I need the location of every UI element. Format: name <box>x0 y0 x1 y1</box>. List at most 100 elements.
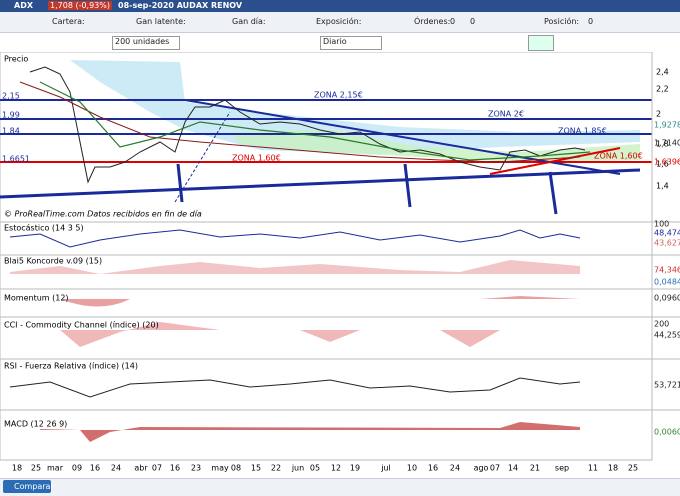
toolbar <box>0 12 680 33</box>
x-tick-label: 16 <box>170 464 180 473</box>
y-tick-label: 2,2 <box>656 85 669 94</box>
x-tick-label: 15 <box>251 464 261 473</box>
y-tick-label: 1,8 <box>656 140 669 149</box>
indicator-label: MACD (12 26 9) <box>4 420 67 429</box>
units: 200 unidades <box>115 37 170 46</box>
indicator-value: 74,346 <box>654 266 680 275</box>
indicator-label: CCI - Commodity Channel (índice) (20) <box>4 321 159 330</box>
indicator-value: 53,721 <box>654 381 680 390</box>
title-bar <box>0 0 680 12</box>
chart-button[interactable] <box>528 35 554 51</box>
indicator-area <box>40 422 580 442</box>
units-select[interactable] <box>112 36 180 50</box>
indicator-area <box>60 296 580 307</box>
zone-label: ZONA 1,60€ <box>232 154 281 163</box>
indicator-value: 0,0960 <box>654 294 680 303</box>
trend-line <box>0 168 641 199</box>
y-tick-label: 1,4 <box>656 182 669 191</box>
trend-line <box>489 147 621 175</box>
x-tick-label: 18 <box>608 464 618 473</box>
x-tick-label: 12 <box>331 464 341 473</box>
zone-label: ZONA 1,85€ <box>558 127 607 136</box>
projection <box>174 111 231 203</box>
indicator-value: 44,259 <box>654 331 680 340</box>
bottom-bar <box>0 478 680 496</box>
value: 0 <box>588 17 594 26</box>
x-tick-label: sep <box>555 464 569 473</box>
indicator-value: 48,474 <box>654 229 680 238</box>
label: Gan latente: <box>136 17 186 26</box>
indicator-value: 200 <box>654 320 669 329</box>
chart-area: Precio 2,4 2,2 2 1,8 1,6 1,4 2,15 1,99 1,84 1,6651… <box>0 52 680 473</box>
indicator-area <box>10 260 580 274</box>
x-tick-label: ago <box>474 464 489 473</box>
x-tick-label: jun <box>291 464 304 473</box>
label: Gan día: <box>232 17 266 26</box>
label: Órdenes: <box>414 17 451 26</box>
x-tick-label: 23 <box>191 464 201 473</box>
quote: 1,708 (-0,93%) <box>48 1 112 10</box>
price-label: 1,708 <box>654 146 677 155</box>
arrow <box>403 163 412 208</box>
x-tick-label: 08 <box>231 464 241 473</box>
x-tick-label: 10 <box>407 464 417 473</box>
period: Diario <box>323 37 347 46</box>
symbol: ADX <box>14 1 33 10</box>
price-label: 1,9278 <box>654 121 680 130</box>
panel-label: Precio <box>4 55 28 64</box>
arrow <box>176 163 184 203</box>
zone-label: ZONA 2€ <box>488 110 524 119</box>
x-tick-label: 11 <box>588 464 598 473</box>
label: Posición: <box>544 17 580 26</box>
period-select[interactable] <box>320 36 382 50</box>
cloud <box>70 60 640 154</box>
indicator-value: 0,0060 <box>654 428 680 437</box>
x-tick-label: 22 <box>271 464 281 473</box>
indicator-line <box>9 229 581 248</box>
x-tick-label: may <box>211 464 229 473</box>
compare[interactable]: Comparar <box>14 482 54 491</box>
value: 0 <box>470 17 476 26</box>
y-tick-label: 2,4 <box>656 68 669 77</box>
x-tick-label: 05 <box>310 464 320 473</box>
arrow <box>548 171 558 215</box>
level-label: 1,99 <box>2 111 20 120</box>
indicator-frames <box>0 52 680 460</box>
credit: © ProRealTime.com Datos recibidos en fin… <box>4 210 202 219</box>
indicator-area <box>10 322 580 347</box>
label: Cartera: <box>52 17 85 26</box>
x-tick-label: abr <box>134 464 148 473</box>
x-tick-label: 18 <box>12 464 22 473</box>
y-tick-label: 1,6 <box>656 160 669 169</box>
indicator-label: Momentum (12) <box>4 294 69 303</box>
value: 0 <box>450 17 456 26</box>
x-tick-label: 09 <box>72 464 82 473</box>
x-tick-label: 16 <box>90 464 100 473</box>
price-line <box>29 66 586 184</box>
x-tick-label: 07 <box>152 464 162 473</box>
x-tick-label: 07 <box>490 464 500 473</box>
indicator-label: Blai5 Koncorde v.09 (15) <box>4 257 102 266</box>
x-tick-label: jul <box>380 464 391 473</box>
price-label: 1,6396 <box>654 158 680 167</box>
date-name: 08-sep-2020 AUDAX RENOV <box>118 1 243 10</box>
indicator-value: 43,627 <box>654 239 680 248</box>
indicator-label: Estocástico (14 3 5) <box>4 224 84 233</box>
indicator-value: 100 <box>654 220 669 229</box>
level-label: 1,84 <box>2 127 20 136</box>
x-tick-label: 16 <box>428 464 438 473</box>
level-label: 1,6651 <box>2 155 30 164</box>
x-tick-label: 24 <box>111 464 121 473</box>
indicator-value: 0,0484 <box>654 278 680 287</box>
x-tick-label: 25 <box>628 464 638 473</box>
x-tick-label: mar <box>47 464 64 473</box>
indicator-label: RSI - Fuerza Relativa (índice) (14) <box>4 362 138 371</box>
axis-labels: Precio 2,4 2,2 2 1,8 1,6 1,4 2,15 1,99 1,84 1,6651… <box>2 55 680 473</box>
level-label: 2,15 <box>2 92 20 101</box>
x-tick-label: 25 <box>31 464 41 473</box>
price-label: 1,7140 <box>654 139 680 148</box>
zone-label: ZONA 2,15€ <box>314 91 363 100</box>
compare-button[interactable] <box>3 480 51 493</box>
zone-label: ZONA 1,60€ <box>594 152 643 161</box>
